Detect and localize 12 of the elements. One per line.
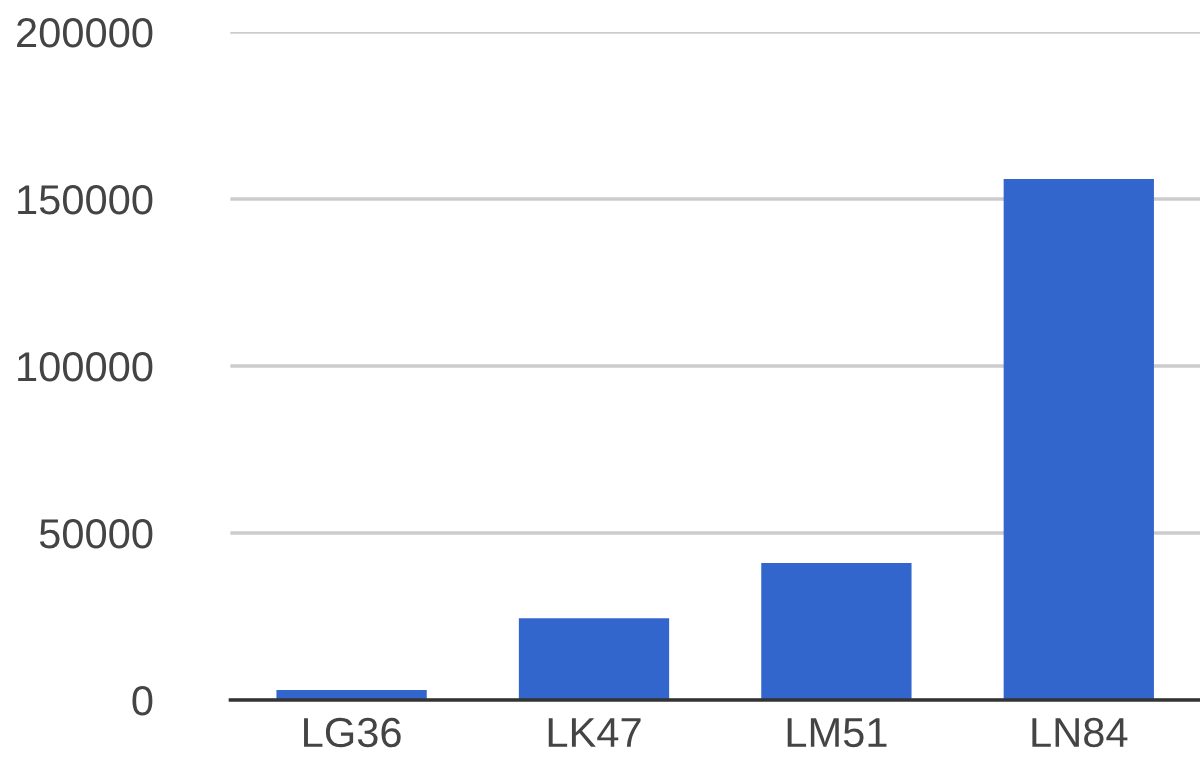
- bar: [761, 563, 912, 700]
- y-tick-label: 150000: [18, 185, 153, 215]
- x-tick-label: LK47: [548, 718, 641, 747]
- x-tick-label: LG36: [304, 717, 401, 748]
- y-tick-label: 100000: [18, 352, 153, 382]
- x-tick-label: LN84: [1032, 717, 1128, 748]
- y-tick-label: 50000: [39, 519, 153, 549]
- y-tick-label: 200000: [17, 18, 153, 48]
- y-tick-label: 0: [132, 686, 153, 716]
- x-tick-label: LM51: [787, 718, 887, 748]
- bar: [1003, 178, 1154, 700]
- bar: [518, 618, 670, 700]
